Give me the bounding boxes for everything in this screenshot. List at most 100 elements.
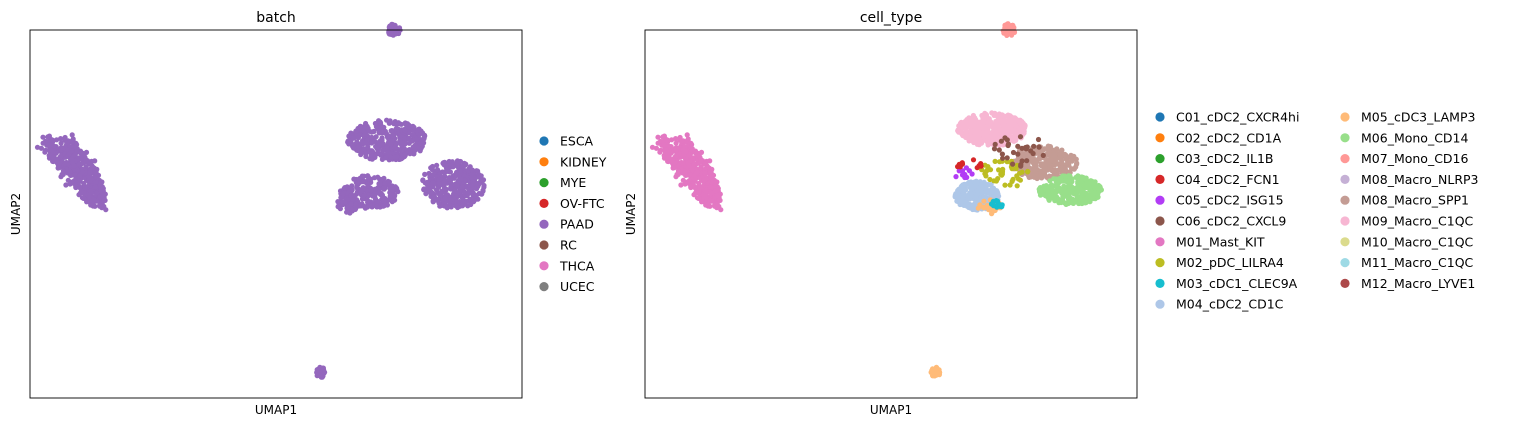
data-point <box>1081 191 1087 197</box>
data-point <box>34 144 41 150</box>
data-point <box>448 181 454 187</box>
data-point <box>683 172 689 178</box>
data-point <box>701 193 708 200</box>
data-point <box>1090 195 1096 202</box>
data-point <box>1015 127 1022 134</box>
data-point <box>462 189 468 195</box>
data-point <box>366 176 372 182</box>
points-cell-type <box>649 21 1104 379</box>
data-point <box>1068 183 1074 189</box>
data-point <box>46 142 52 148</box>
data-point <box>401 135 408 142</box>
data-point <box>389 187 395 193</box>
legend-label: M08_Macro_SPP1 <box>1361 193 1469 208</box>
data-point <box>361 203 367 209</box>
data-point <box>1047 178 1053 184</box>
data-point <box>1038 161 1044 167</box>
legend-marker <box>1155 112 1165 122</box>
data-point <box>978 139 984 145</box>
data-point <box>434 162 440 168</box>
y-axis-label-batch: UMAP2 <box>9 193 23 235</box>
data-point <box>365 198 371 204</box>
data-point <box>60 168 66 174</box>
data-point <box>53 157 60 163</box>
data-point <box>960 194 966 201</box>
legend-label: M06_Mono_CD14 <box>1361 130 1468 145</box>
data-point <box>678 182 684 188</box>
data-point <box>58 140 64 146</box>
data-point <box>1035 136 1042 143</box>
data-point <box>68 148 74 154</box>
data-point <box>1076 200 1082 207</box>
data-point <box>1041 183 1047 189</box>
data-point <box>1044 160 1051 166</box>
data-point <box>1005 118 1011 124</box>
legend-label: C04_cDC2_FCN1 <box>1176 172 1280 187</box>
data-point <box>709 179 715 185</box>
legend-marker <box>539 178 549 188</box>
data-point <box>448 196 454 203</box>
data-point <box>346 133 352 139</box>
data-point <box>92 197 98 203</box>
data-point <box>955 197 962 203</box>
data-point <box>1004 159 1010 165</box>
data-point <box>354 180 361 186</box>
data-point <box>1051 147 1057 153</box>
data-point <box>996 147 1002 153</box>
data-point <box>974 187 980 194</box>
data-point <box>393 126 399 132</box>
data-point <box>389 183 395 189</box>
data-point <box>959 160 965 166</box>
data-point <box>997 202 1003 208</box>
data-point <box>103 207 109 213</box>
data-point <box>991 146 998 152</box>
data-point <box>1078 178 1084 184</box>
data-point <box>687 152 693 158</box>
legend-batch: ESCA KIDNEY MYE OV-FTC PAAD RC THCA UCEC <box>539 134 607 294</box>
legend-label: ESCA <box>560 134 594 149</box>
data-point <box>387 193 393 199</box>
data-point <box>84 199 90 205</box>
data-point <box>398 156 404 162</box>
data-point <box>709 190 715 196</box>
data-point <box>353 128 359 134</box>
data-point <box>366 128 372 134</box>
data-point <box>1033 163 1039 169</box>
legend-label: C03_cDC2_IL1B <box>1176 151 1274 166</box>
legend-label: M09_Macro_C1QC <box>1361 214 1474 229</box>
data-point <box>673 136 679 142</box>
legend-label: M07_Mono_CD16 <box>1361 151 1468 166</box>
legend-marker <box>1155 174 1165 184</box>
data-point <box>448 203 454 209</box>
data-point <box>998 171 1004 177</box>
data-point <box>415 131 421 137</box>
data-point <box>1014 117 1020 123</box>
data-point <box>365 144 371 150</box>
data-point <box>970 157 977 163</box>
data-point <box>1037 192 1044 198</box>
data-point <box>707 184 714 190</box>
data-point <box>696 190 702 196</box>
data-point <box>1005 141 1012 147</box>
data-point <box>962 187 969 193</box>
data-point <box>1051 169 1057 175</box>
data-point <box>351 176 357 182</box>
data-point <box>1002 182 1008 188</box>
legend-label: C01_cDC2_CXCR4hi <box>1176 110 1299 125</box>
x-axis-label-batch: UMAP1 <box>255 403 297 417</box>
data-point <box>342 185 348 191</box>
data-point <box>660 134 666 140</box>
data-point <box>986 206 992 212</box>
data-point <box>390 133 396 139</box>
data-point <box>713 179 719 185</box>
data-point <box>991 208 997 214</box>
legend-marker <box>1155 278 1165 288</box>
data-point <box>1014 183 1020 189</box>
data-point <box>83 157 89 163</box>
data-point <box>984 138 990 144</box>
data-point <box>1051 176 1057 182</box>
data-point <box>1074 186 1080 192</box>
data-point <box>348 201 354 207</box>
data-point <box>87 161 93 167</box>
